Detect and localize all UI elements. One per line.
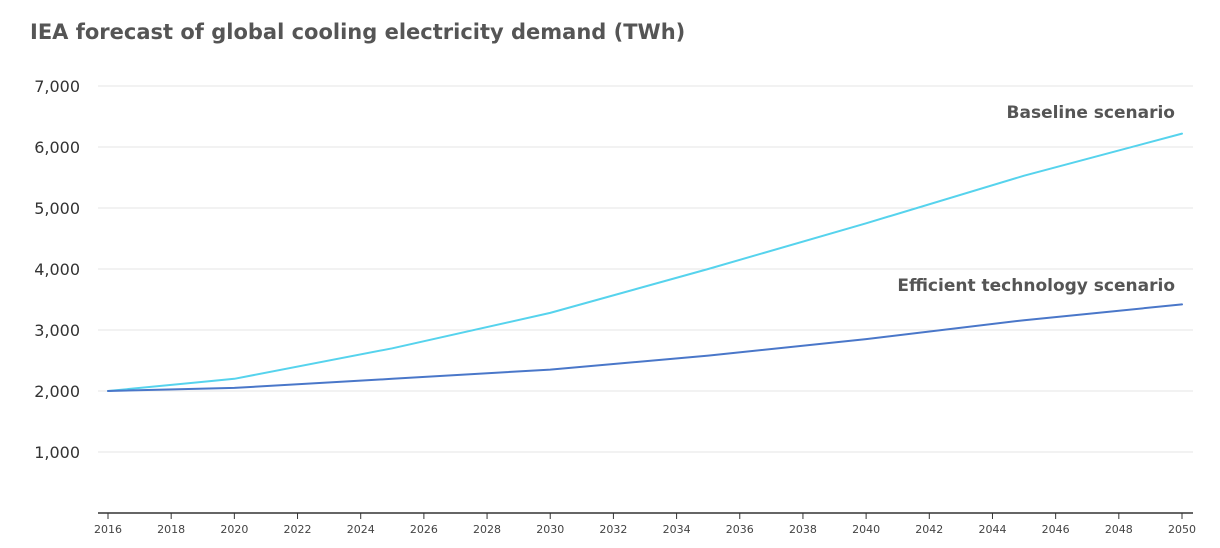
x-tick-label: 2050 [1168,523,1196,536]
x-tick-label: 2022 [284,523,312,536]
x-tick-label: 2042 [915,523,943,536]
x-tick-label: 2048 [1105,523,1133,536]
x-tick-label: 2020 [220,523,248,536]
y-tick-label: 7,000 [34,77,80,96]
chart-title: IEA forecast of global cooling electrici… [30,20,686,44]
series-label: Baseline scenario [1007,103,1175,123]
y-tick-label: 1,000 [34,443,80,462]
x-tick-label: 2034 [663,523,691,536]
x-tick-label: 2032 [599,523,627,536]
series-label: Efficient technology scenario [897,276,1175,296]
y-axis-ticks: 1,000 2,000 3,000 4,000 5,000 6,000 7,000 [34,77,80,462]
series-lines [107,132,1183,392]
y-tick-label: 6,000 [34,138,80,157]
grid [98,85,1193,453]
y-tick-label: 2,000 [34,382,80,401]
y-tick-label: 5,000 [34,199,80,218]
series-line-0 [107,132,1183,392]
series-labels: Baseline scenario Efficient technology sc… [897,103,1175,296]
x-tick-label: 2040 [852,523,880,536]
x-tick-label: 2024 [347,523,375,536]
x-tick-label: 2030 [536,523,564,536]
x-axis-ticks: 2016 2018 2020 2022 2024 2026 2028 2030 2032 2034… [94,513,1196,536]
x-tick-label: 2018 [157,523,185,536]
x-tick-label: 2044 [978,523,1006,536]
series-line-1 [107,303,1183,392]
x-tick-label: 2016 [94,523,122,536]
x-tick-label: 2038 [789,523,817,536]
x-tick-label: 2046 [1042,523,1070,536]
y-tick-label: 4,000 [34,260,80,279]
x-tick-label: 2026 [410,523,438,536]
x-tick-label: 2028 [473,523,501,536]
y-tick-label: 3,000 [34,321,80,340]
x-tick-label: 2036 [726,523,754,536]
